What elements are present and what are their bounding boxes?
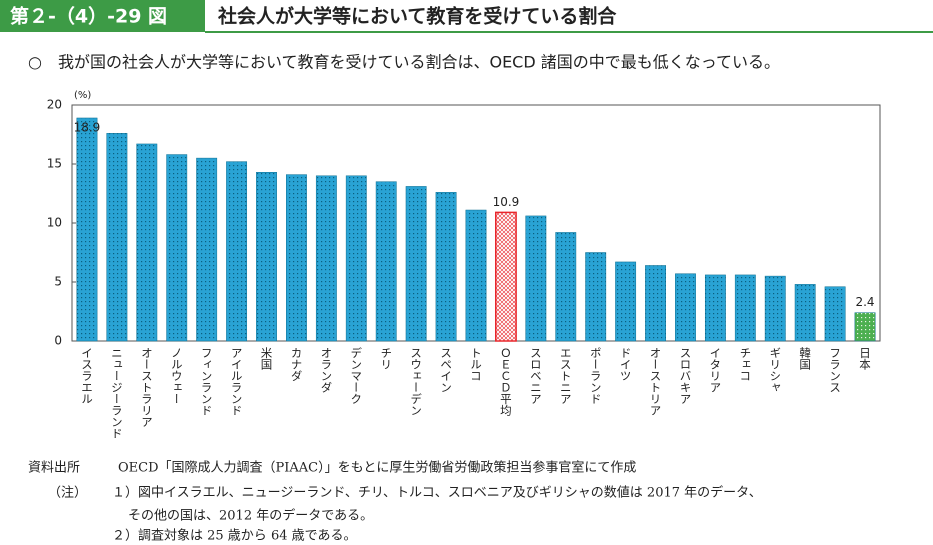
y-tick-label: 20: [47, 98, 62, 112]
bar: [315, 175, 337, 342]
x-tick-label: ＯＥＣＤ平均: [499, 347, 513, 417]
bar: [196, 157, 218, 342]
bar: [256, 172, 277, 342]
bar: [525, 215, 547, 342]
x-tick-label: ニュージーランド: [110, 347, 124, 439]
y-tick-label: 10: [47, 216, 62, 230]
bar: [555, 232, 577, 342]
value-label: 10.9: [493, 195, 520, 209]
figure-title: 社会人が大学等において教育を受けている割合: [217, 5, 617, 28]
x-tick-label: オランダ: [319, 347, 333, 393]
x-tick-label: エストニア: [559, 347, 573, 405]
x-tick-label: スロバキア: [678, 347, 692, 405]
x-tick-label: 米国: [260, 347, 274, 371]
x-tick-label: 日本: [858, 347, 872, 371]
bar: [794, 284, 816, 342]
bar: [465, 209, 487, 342]
y-tick-label: 5: [54, 275, 62, 289]
x-tick-label: トルコ: [469, 347, 483, 382]
notes-label: （注）: [48, 486, 87, 501]
bar: [136, 143, 158, 342]
bar: [495, 211, 517, 342]
x-tick-label: 韓国: [798, 347, 812, 371]
bar: [824, 286, 846, 342]
bar: [76, 117, 98, 342]
bar: [615, 261, 637, 342]
x-tick-label: ポーランド: [589, 347, 603, 405]
y-tick-label: 15: [47, 157, 62, 171]
source: OECD「国際成人力調査（PIAAC）」をもとに厚生労働省労働政策担当参事官室に…: [118, 460, 636, 476]
x-tick-label: ギリシャ: [768, 347, 782, 393]
bar: [106, 133, 128, 342]
note: １）図中イスラエル、ニュージーランド、チリ、トルコ、スロベニア及びギリシャの数値…: [112, 485, 762, 501]
bar: [166, 154, 188, 342]
x-tick-label: オーストラリア: [140, 347, 154, 428]
x-tick-label: チリ: [379, 347, 393, 370]
x-tick-label: アイルランド: [230, 347, 244, 416]
x-tick-label: スロベニア: [529, 347, 543, 405]
bar: [645, 265, 666, 342]
x-tick-label: ノルウェー: [170, 347, 184, 405]
bar: [675, 273, 696, 342]
value-label: 2.4: [855, 295, 874, 309]
bar: [734, 274, 756, 342]
x-tick-label: フランス: [828, 347, 842, 393]
source-label: 資料出所: [28, 461, 80, 476]
bar: [854, 312, 876, 342]
figure-badge: [0, 0, 205, 32]
bar: [585, 252, 607, 342]
y-tick-label: 0: [54, 334, 62, 348]
y-unit: (%): [74, 90, 91, 101]
x-tick-label: スウェーデン: [409, 347, 423, 416]
bar: [226, 161, 248, 342]
x-tick-label: オーストリア: [649, 347, 663, 416]
note: その他の国は、2012 年のデータである。: [128, 508, 373, 524]
bar: [704, 274, 726, 342]
figure-number: 第２-（4）-29 図: [10, 5, 167, 28]
bar: [375, 181, 397, 342]
bar: [764, 275, 786, 342]
x-tick-label: フィンランド: [200, 347, 214, 416]
x-tick-label: イスラエル: [80, 347, 94, 405]
x-tick-label: ドイツ: [619, 347, 633, 382]
bar: [345, 175, 367, 342]
x-tick-label: チェコ: [738, 347, 752, 382]
x-tick-label: スペイン: [439, 347, 453, 393]
bar: [405, 186, 427, 342]
bar: [435, 192, 457, 342]
x-tick-label: カナダ: [289, 347, 303, 382]
x-tick-label: イタリア: [708, 347, 722, 393]
bar: [286, 174, 307, 342]
subtitle: ○ 我が国の社会人が大学等において教育を受けている割合は、OECD 諸国の中で最…: [28, 53, 780, 72]
x-tick-label: デンマーク: [349, 346, 363, 404]
note: ２）調査対象は 25 歳から 64 歳である。: [112, 529, 356, 544]
value-label: 18.9: [74, 120, 101, 134]
